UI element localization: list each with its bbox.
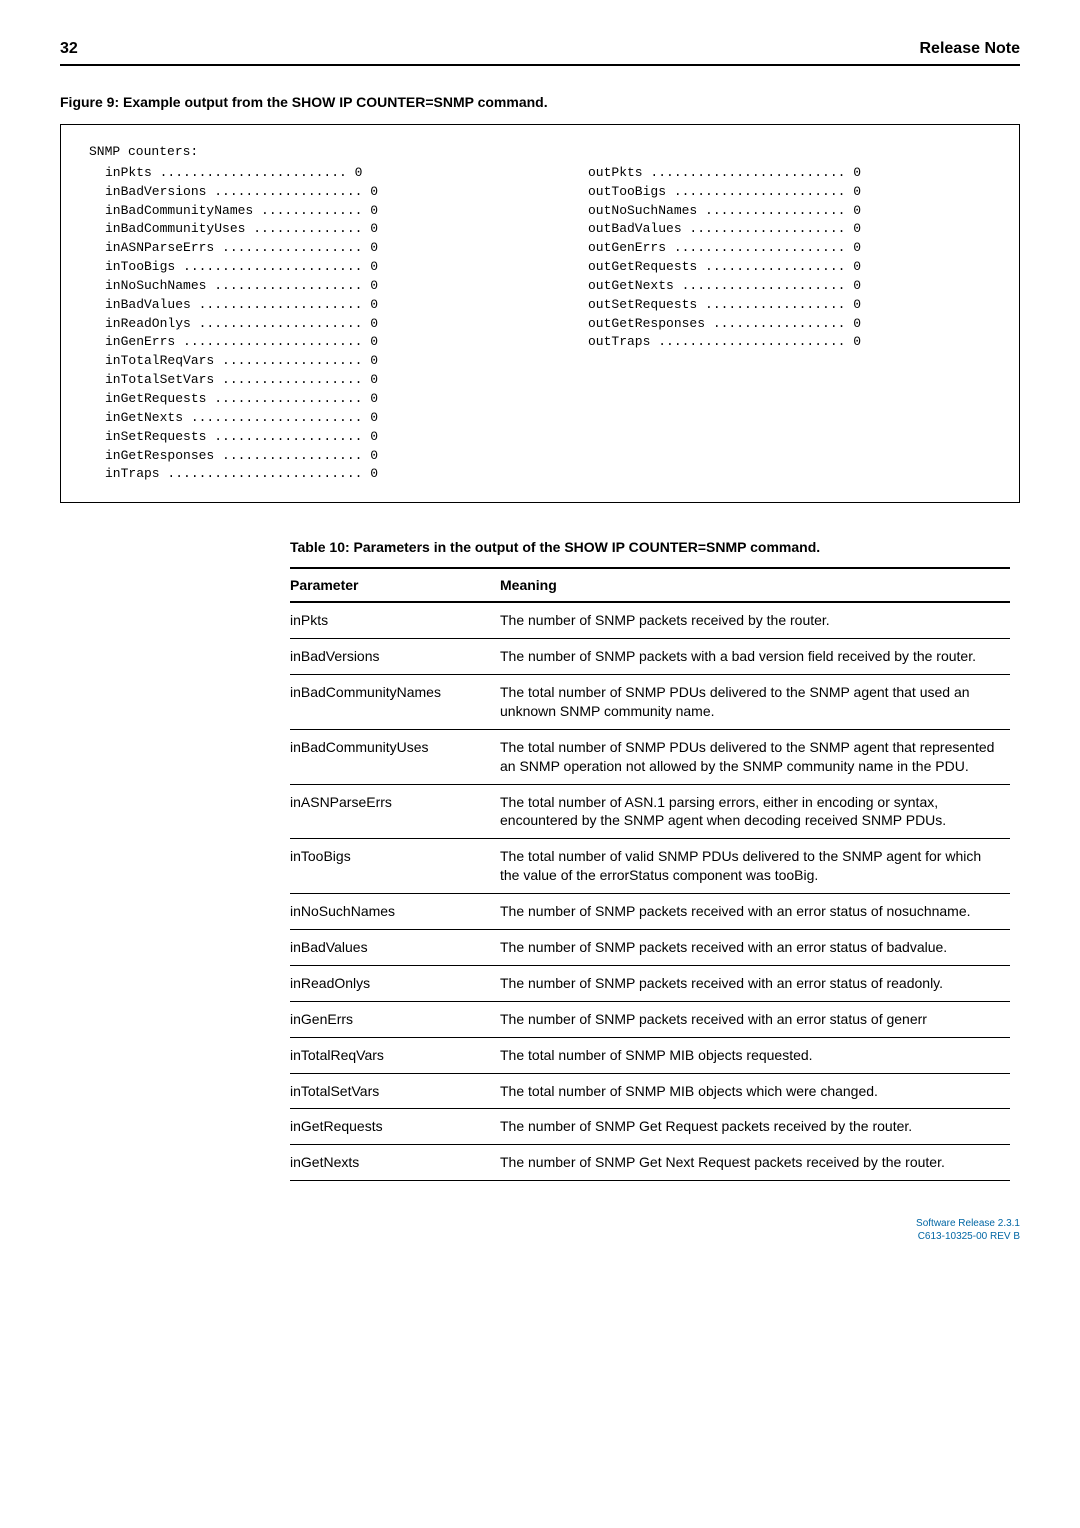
counter-line: inSetRequests ................... 0 bbox=[89, 428, 508, 447]
counter-line: outNoSuchNames .................. 0 bbox=[572, 202, 991, 221]
counter-line: outGetRequests .................. 0 bbox=[572, 258, 991, 277]
param-cell: inTotalSetVars bbox=[290, 1073, 500, 1109]
param-cell: inReadOnlys bbox=[290, 965, 500, 1001]
counter-line: inBadValues ..................... 0 bbox=[89, 296, 508, 315]
counter-line: inNoSuchNames ................... 0 bbox=[89, 277, 508, 296]
counter-line: inBadVersions ................... 0 bbox=[89, 183, 508, 202]
counter-line: outTraps ........................ 0 bbox=[572, 333, 991, 352]
counter-line: inGetRequests ................... 0 bbox=[89, 390, 508, 409]
table-row: inTotalSetVarsThe total number of SNMP M… bbox=[290, 1073, 1010, 1109]
counter-line: outBadValues .................... 0 bbox=[572, 220, 991, 239]
counter-line: inGetNexts ...................... 0 bbox=[89, 409, 508, 428]
counters-right-col: outPkts ......................... 0outTo… bbox=[572, 164, 991, 484]
meaning-cell: The number of SNMP packets with a bad ve… bbox=[500, 639, 1010, 675]
table-row: inBadCommunityUsesThe total number of SN… bbox=[290, 729, 1010, 784]
meaning-cell: The total number of SNMP PDUs delivered … bbox=[500, 674, 1010, 729]
meaning-cell: The total number of valid SNMP PDUs deli… bbox=[500, 839, 1010, 894]
counter-line: outTooBigs ...................... 0 bbox=[572, 183, 991, 202]
table-row: inBadVersionsThe number of SNMP packets … bbox=[290, 639, 1010, 675]
counter-line: inReadOnlys ..................... 0 bbox=[89, 315, 508, 334]
param-cell: inTooBigs bbox=[290, 839, 500, 894]
param-cell: inGetNexts bbox=[290, 1145, 500, 1181]
meaning-cell: The number of SNMP Get Next Request pack… bbox=[500, 1145, 1010, 1181]
meaning-cell: The total number of ASN.1 parsing errors… bbox=[500, 784, 1010, 839]
param-cell: inBadValues bbox=[290, 929, 500, 965]
table-title: Table 10: Parameters in the output of th… bbox=[290, 539, 1020, 555]
counter-line: inGetResponses .................. 0 bbox=[89, 447, 508, 466]
params-table: Parameter Meaning inPktsThe number of SN… bbox=[290, 567, 1010, 1181]
counter-line: inTotalReqVars .................. 0 bbox=[89, 352, 508, 371]
counters-columns: inPkts ........................ 0inBadVe… bbox=[89, 164, 991, 484]
table-row: inASNParseErrsThe total number of ASN.1 … bbox=[290, 784, 1010, 839]
meaning-cell: The total number of SNMP PDUs delivered … bbox=[500, 729, 1010, 784]
table-row: inTooBigsThe total number of valid SNMP … bbox=[290, 839, 1010, 894]
header-title: Release Note bbox=[920, 40, 1021, 58]
table-row: inGenErrsThe number of SNMP packets rece… bbox=[290, 1001, 1010, 1037]
counter-line: inASNParseErrs .................. 0 bbox=[89, 239, 508, 258]
param-cell: inBadCommunityNames bbox=[290, 674, 500, 729]
footer-line2: C613-10325-00 REV B bbox=[60, 1230, 1020, 1243]
param-cell: inPkts bbox=[290, 602, 500, 638]
param-cell: inASNParseErrs bbox=[290, 784, 500, 839]
counter-line: outGetNexts ..................... 0 bbox=[572, 277, 991, 296]
counters-left-col: inPkts ........................ 0inBadVe… bbox=[89, 164, 508, 484]
table-row: inBadCommunityNamesThe total number of S… bbox=[290, 674, 1010, 729]
counter-line: inGenErrs ....................... 0 bbox=[89, 333, 508, 352]
meaning-cell: The number of SNMP packets received with… bbox=[500, 1001, 1010, 1037]
col-parameter: Parameter bbox=[290, 568, 500, 602]
page-number: 32 bbox=[60, 40, 78, 58]
meaning-cell: The total number of SNMP MIB objects whi… bbox=[500, 1073, 1010, 1109]
meaning-cell: The number of SNMP packets received with… bbox=[500, 965, 1010, 1001]
table-row: inReadOnlysThe number of SNMP packets re… bbox=[290, 965, 1010, 1001]
counter-line: outGenErrs ...................... 0 bbox=[572, 239, 991, 258]
page-container: 32 Release Note Figure 9: Example output… bbox=[0, 0, 1080, 1273]
param-cell: inGenErrs bbox=[290, 1001, 500, 1037]
meaning-cell: The number of SNMP packets received by t… bbox=[500, 602, 1010, 638]
table-row: inPktsThe number of SNMP packets receive… bbox=[290, 602, 1010, 638]
counter-line: inBadCommunityNames ............. 0 bbox=[89, 202, 508, 221]
counter-line: inTotalSetVars .................. 0 bbox=[89, 371, 508, 390]
table-header-row: Parameter Meaning bbox=[290, 568, 1010, 602]
table-body: inPktsThe number of SNMP packets receive… bbox=[290, 602, 1010, 1181]
meaning-cell: The number of SNMP packets received with… bbox=[500, 894, 1010, 930]
counter-line: inTooBigs ....................... 0 bbox=[89, 258, 508, 277]
counters-heading: SNMP counters: bbox=[89, 143, 991, 162]
meaning-cell: The total number of SNMP MIB objects req… bbox=[500, 1037, 1010, 1073]
snmp-counters-box: SNMP counters: inPkts ..................… bbox=[60, 124, 1020, 503]
figure-title: Figure 9: Example output from the SHOW I… bbox=[60, 94, 1020, 110]
param-cell: inBadCommunityUses bbox=[290, 729, 500, 784]
table-row: inGetRequestsThe number of SNMP Get Requ… bbox=[290, 1109, 1010, 1145]
counter-line: inBadCommunityUses .............. 0 bbox=[89, 220, 508, 239]
footer: Software Release 2.3.1 C613-10325-00 REV… bbox=[60, 1217, 1020, 1243]
table-row: inNoSuchNamesThe number of SNMP packets … bbox=[290, 894, 1010, 930]
table-row: inTotalReqVarsThe total number of SNMP M… bbox=[290, 1037, 1010, 1073]
table-row: inBadValuesThe number of SNMP packets re… bbox=[290, 929, 1010, 965]
counter-line: outSetRequests .................. 0 bbox=[572, 296, 991, 315]
page-header: 32 Release Note bbox=[60, 40, 1020, 66]
counter-line: inPkts ........................ 0 bbox=[89, 164, 508, 183]
footer-line1: Software Release 2.3.1 bbox=[60, 1217, 1020, 1230]
meaning-cell: The number of SNMP Get Request packets r… bbox=[500, 1109, 1010, 1145]
col-meaning: Meaning bbox=[500, 568, 1010, 602]
param-cell: inTotalReqVars bbox=[290, 1037, 500, 1073]
counter-line: inTraps ......................... 0 bbox=[89, 465, 508, 484]
meaning-cell: The number of SNMP packets received with… bbox=[500, 929, 1010, 965]
counter-line: outPkts ......................... 0 bbox=[572, 164, 991, 183]
table-row: inGetNextsThe number of SNMP Get Next Re… bbox=[290, 1145, 1010, 1181]
param-cell: inNoSuchNames bbox=[290, 894, 500, 930]
param-cell: inBadVersions bbox=[290, 639, 500, 675]
counter-line: outGetResponses ................. 0 bbox=[572, 315, 991, 334]
param-cell: inGetRequests bbox=[290, 1109, 500, 1145]
